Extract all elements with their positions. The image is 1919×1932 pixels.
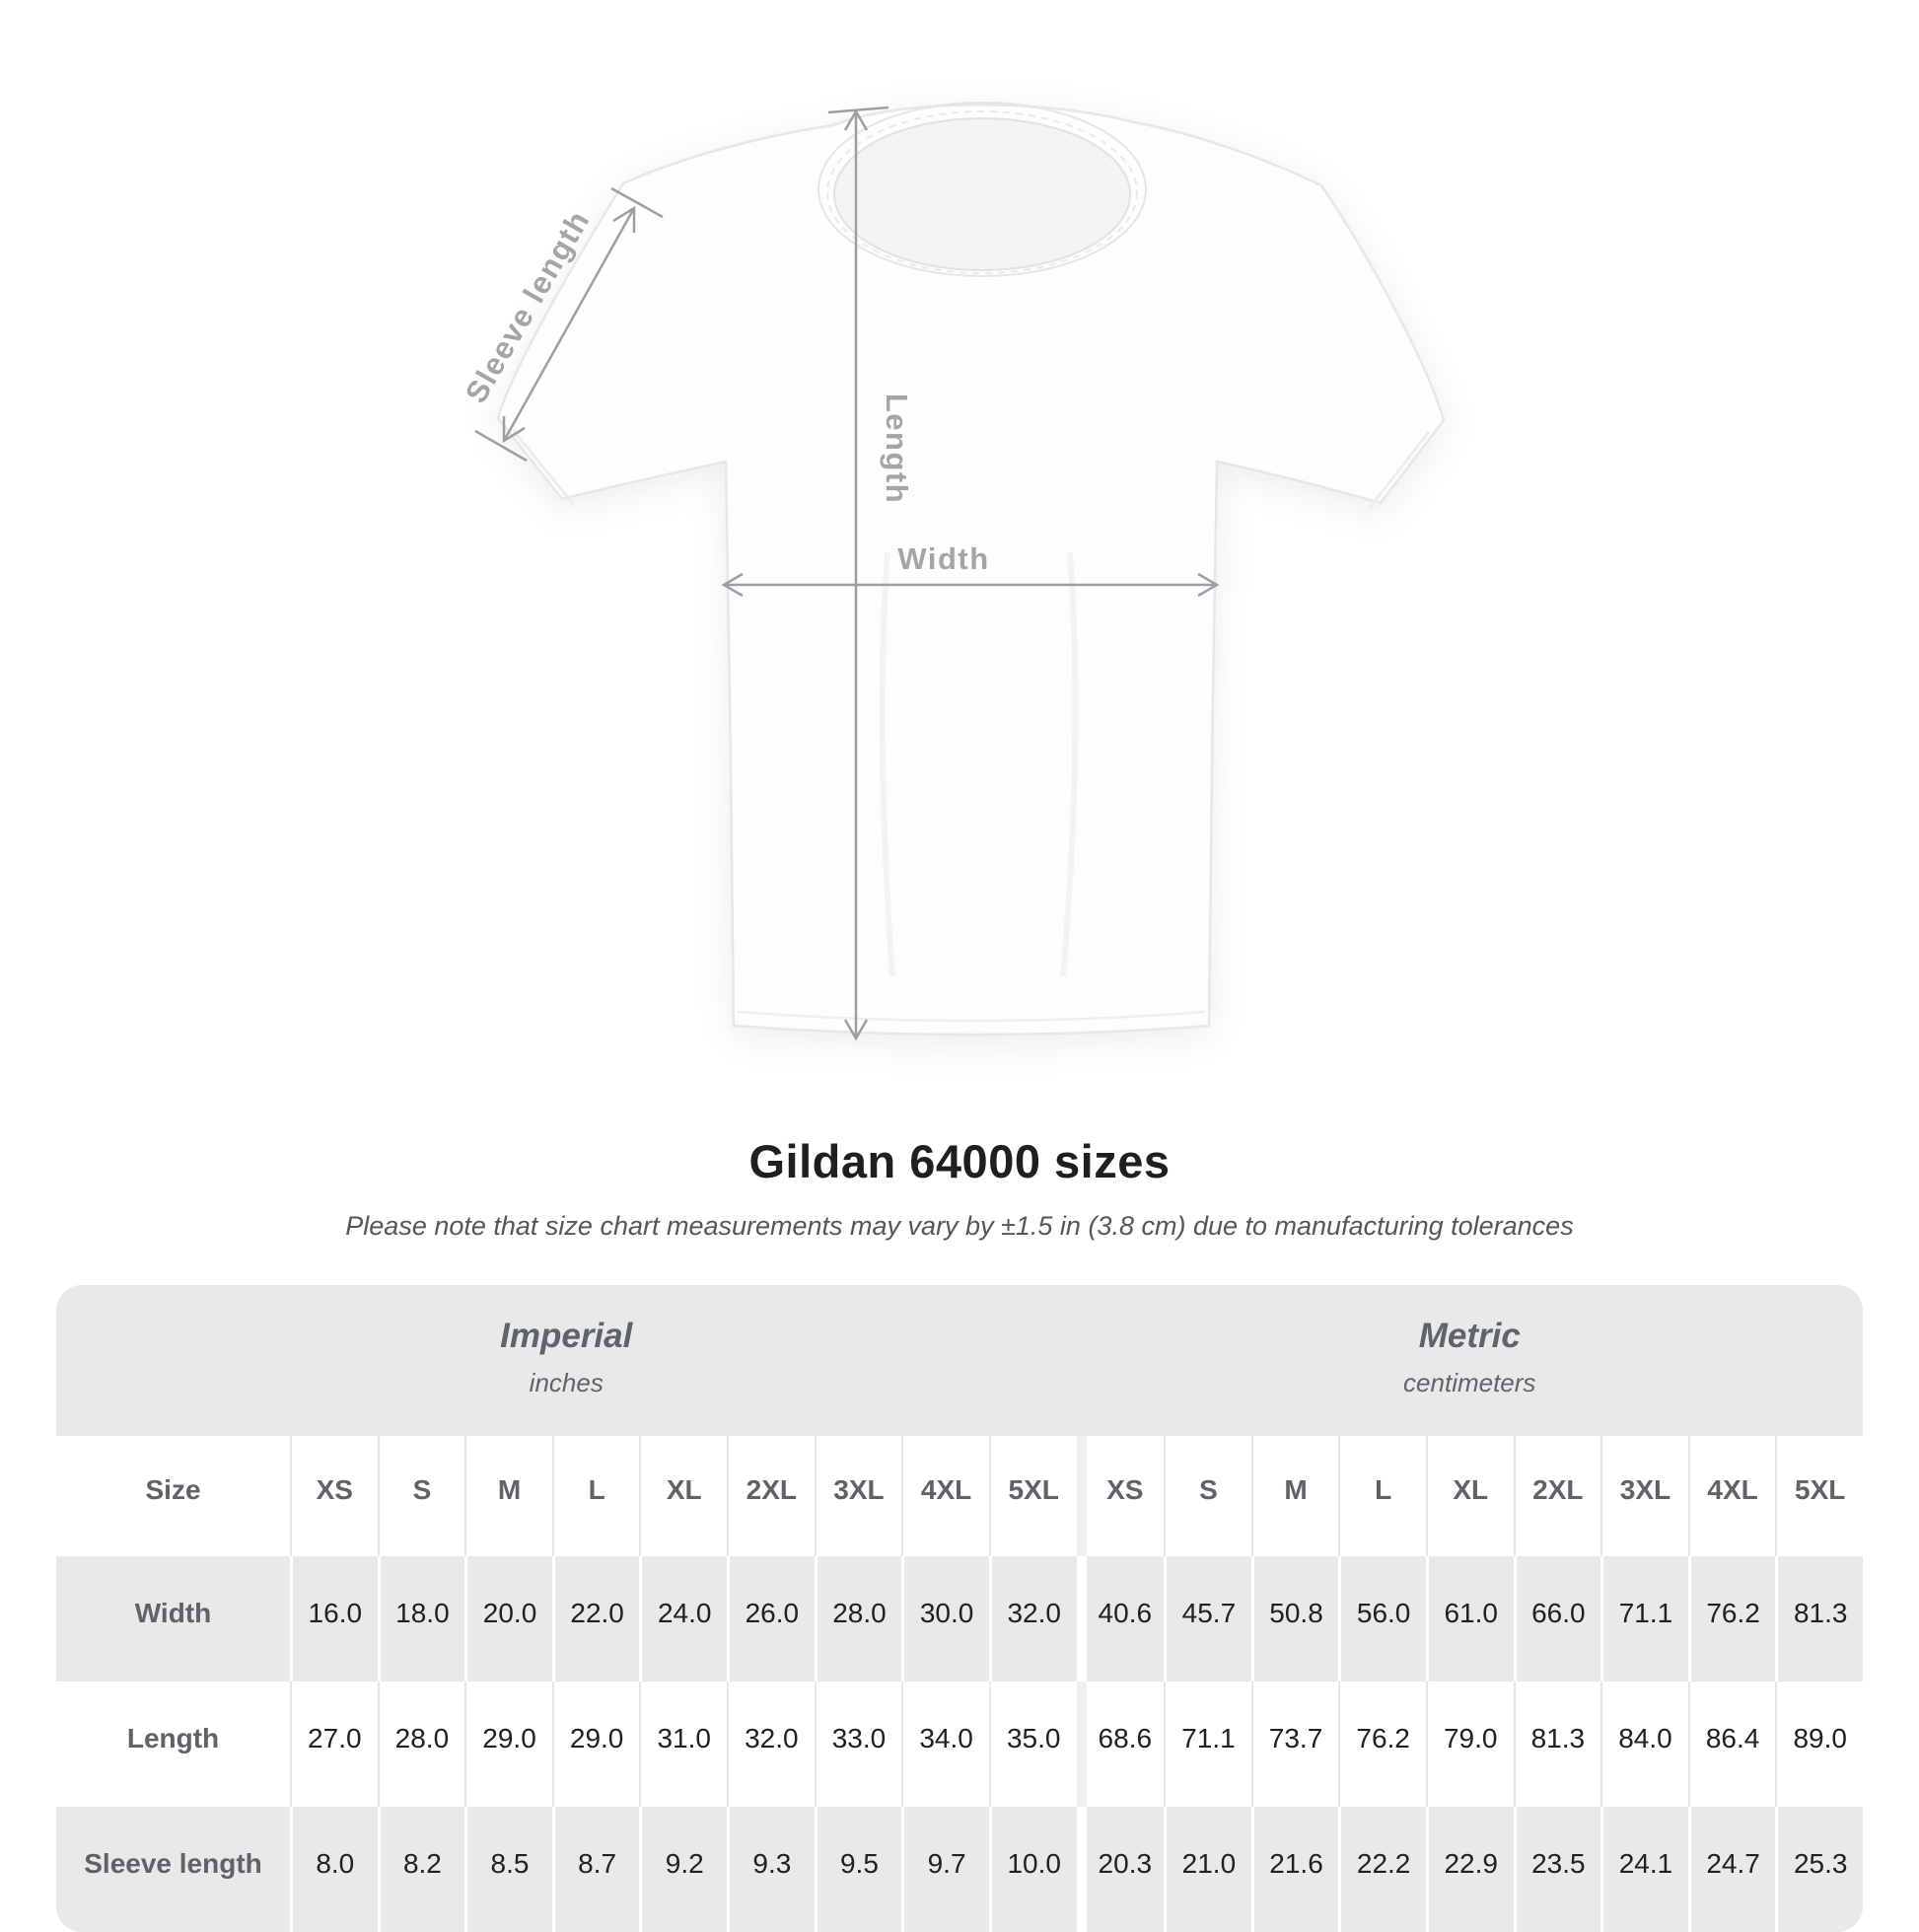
table-cell: 9.7 bbox=[901, 1807, 989, 1932]
size-col-header: XL bbox=[639, 1436, 728, 1556]
size-corner-header: Size bbox=[56, 1436, 290, 1556]
size-col-header: L bbox=[1338, 1436, 1426, 1556]
size-col-header: XS bbox=[1076, 1436, 1165, 1556]
size-col-header: S bbox=[377, 1436, 465, 1556]
size-col-header: 2XL bbox=[1513, 1436, 1601, 1556]
table-cell: 8.0 bbox=[290, 1807, 378, 1932]
table-cell: 73.7 bbox=[1250, 1682, 1339, 1807]
unit-group-title: Imperial bbox=[500, 1317, 633, 1355]
row-label: Width bbox=[56, 1556, 290, 1682]
table-cell: 29.0 bbox=[464, 1682, 552, 1807]
table-cell: 40.6 bbox=[1076, 1556, 1165, 1682]
tolerance-note: Please note that size chart measurements… bbox=[345, 1211, 1574, 1241]
table-cell: 34.0 bbox=[901, 1682, 989, 1807]
unit-group-title: Metric bbox=[1418, 1317, 1521, 1355]
size-col-header: 5XL bbox=[988, 1436, 1077, 1556]
table-cell: 31.0 bbox=[639, 1682, 728, 1807]
table-cell: 21.6 bbox=[1250, 1807, 1339, 1932]
size-col-header: 4XL bbox=[901, 1436, 989, 1556]
size-col-header: L bbox=[551, 1436, 640, 1556]
table-cell: 10.0 bbox=[988, 1807, 1077, 1932]
table-cell: 56.0 bbox=[1338, 1556, 1426, 1682]
length-label: Length bbox=[880, 394, 914, 504]
table-cell: 68.6 bbox=[1076, 1682, 1165, 1807]
table-cell: 18.0 bbox=[377, 1556, 465, 1682]
size-col-header: 4XL bbox=[1687, 1436, 1776, 1556]
length-arrow bbox=[827, 106, 889, 1041]
table-cell: 21.0 bbox=[1164, 1807, 1251, 1932]
size-col-header: 3XL bbox=[1600, 1436, 1688, 1556]
unit-group-header: Metric centimeters bbox=[1076, 1285, 1863, 1436]
table-cell: 8.5 bbox=[464, 1807, 552, 1932]
table-cell: 27.0 bbox=[290, 1682, 378, 1807]
table-cell: 79.0 bbox=[1425, 1682, 1514, 1807]
table-cell: 76.2 bbox=[1338, 1682, 1426, 1807]
table-cell: 16.0 bbox=[290, 1556, 378, 1682]
table-cell: 20.0 bbox=[464, 1556, 552, 1682]
size-table: Imperial inches Metric centimeters Size XS S M L… bbox=[56, 1285, 1863, 1932]
table-cell: 71.1 bbox=[1600, 1556, 1688, 1682]
size-col-header: 2XL bbox=[727, 1436, 815, 1556]
table-cell: 25.3 bbox=[1775, 1807, 1863, 1932]
table-cell: 32.0 bbox=[727, 1682, 815, 1807]
table-cell: 28.0 bbox=[814, 1556, 902, 1682]
table-cell: 8.2 bbox=[377, 1807, 465, 1932]
unit-group-unit: centimeters bbox=[1403, 1368, 1536, 1397]
table-cell: 89.0 bbox=[1775, 1682, 1863, 1807]
table-cell: 30.0 bbox=[901, 1556, 989, 1682]
size-col-header: XL bbox=[1425, 1436, 1514, 1556]
table-cell: 24.7 bbox=[1687, 1807, 1776, 1932]
table-cell: 61.0 bbox=[1425, 1556, 1514, 1682]
size-col-header: S bbox=[1164, 1436, 1251, 1556]
table-cell: 22.0 bbox=[551, 1556, 640, 1682]
table-cell: 9.2 bbox=[639, 1807, 728, 1932]
table-cell: 22.9 bbox=[1425, 1807, 1514, 1932]
table-cell: 66.0 bbox=[1513, 1556, 1601, 1682]
table-cell: 29.0 bbox=[551, 1682, 640, 1807]
width-label: Width bbox=[897, 541, 989, 576]
table-cell: 9.5 bbox=[814, 1807, 902, 1932]
table-cell: 9.3 bbox=[727, 1807, 815, 1932]
table-cell: 35.0 bbox=[988, 1682, 1077, 1807]
table-cell: 84.0 bbox=[1600, 1682, 1688, 1807]
size-col-header: 5XL bbox=[1775, 1436, 1863, 1556]
table-cell: 71.1 bbox=[1164, 1682, 1251, 1807]
table-cell: 81.3 bbox=[1775, 1556, 1863, 1682]
table-cell: 81.3 bbox=[1513, 1682, 1601, 1807]
table-cell: 24.0 bbox=[639, 1556, 728, 1682]
table-cell: 22.2 bbox=[1338, 1807, 1426, 1932]
table-cell: 50.8 bbox=[1250, 1556, 1339, 1682]
unit-group-unit: inches bbox=[529, 1368, 604, 1397]
table-cell: 23.5 bbox=[1513, 1807, 1601, 1932]
collar-opening bbox=[833, 117, 1131, 271]
table-cell: 26.0 bbox=[727, 1556, 815, 1682]
page-title: Gildan 64000 sizes bbox=[748, 1135, 1171, 1187]
table-cell: 24.1 bbox=[1600, 1807, 1688, 1932]
table-cell: 33.0 bbox=[814, 1682, 902, 1807]
size-col-header: XS bbox=[290, 1436, 378, 1556]
unit-group-header: Imperial inches bbox=[56, 1285, 1077, 1436]
table-cell: 86.4 bbox=[1687, 1682, 1776, 1807]
table-cell: 20.3 bbox=[1076, 1807, 1165, 1932]
table-cell: 8.7 bbox=[551, 1807, 640, 1932]
size-col-header: 3XL bbox=[814, 1436, 902, 1556]
size-col-header: M bbox=[464, 1436, 552, 1556]
table-cell: 28.0 bbox=[377, 1682, 465, 1807]
sleeve-length-arrow bbox=[474, 186, 664, 463]
row-label: Sleeve length bbox=[56, 1807, 290, 1932]
table-cell: 32.0 bbox=[988, 1556, 1077, 1682]
size-col-header: M bbox=[1250, 1436, 1339, 1556]
table-cell: 76.2 bbox=[1687, 1556, 1776, 1682]
table-cell: 45.7 bbox=[1164, 1556, 1251, 1682]
row-label: Length bbox=[56, 1682, 290, 1807]
width-arrow bbox=[721, 572, 1220, 598]
tshirt-graphic bbox=[496, 102, 1446, 1037]
